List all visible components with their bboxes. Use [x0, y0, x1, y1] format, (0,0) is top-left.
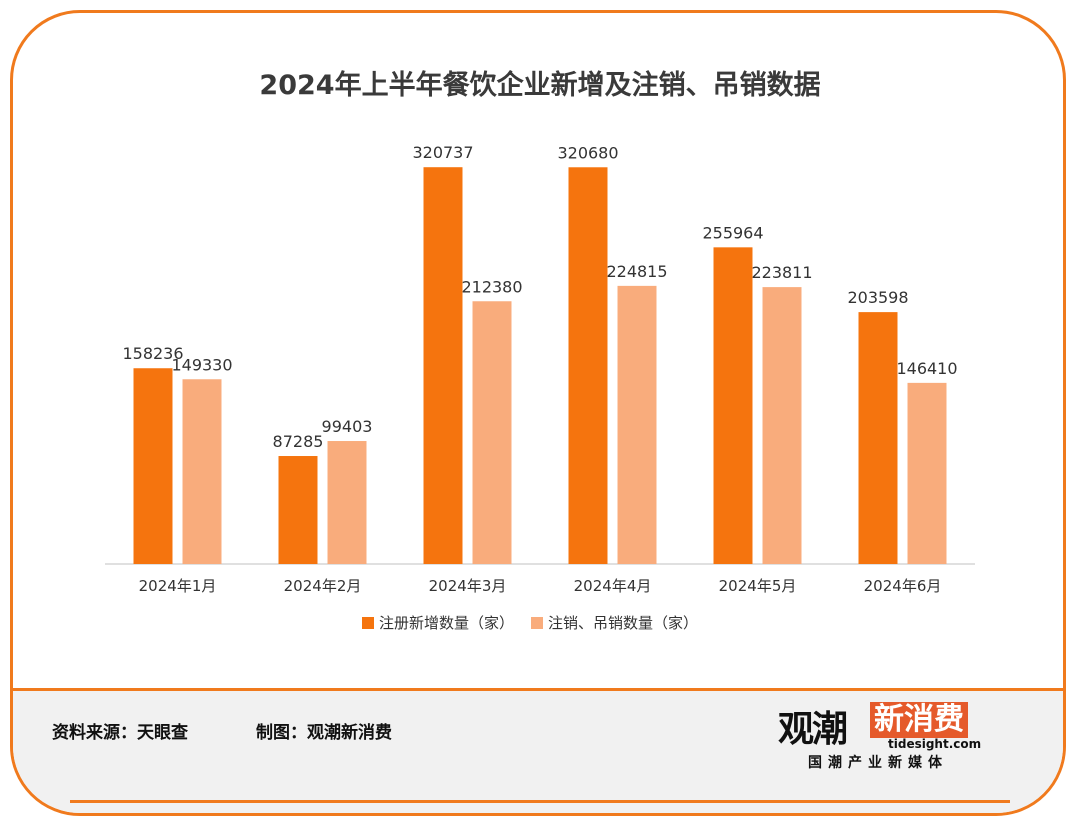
- bar-cancel: [327, 441, 367, 564]
- source-note: 资料来源：天眼查: [52, 723, 188, 743]
- bottom-decor-line: [70, 800, 1010, 803]
- bar-cancel: [762, 287, 802, 564]
- data-label: 146410: [896, 359, 957, 378]
- chart-title: 2024年上半年餐饮企业新增及注销、吊销数据: [259, 69, 820, 101]
- logo-url: tidesight.com: [888, 737, 982, 751]
- credit-note: 制图：观潮新消费: [256, 723, 392, 743]
- data-label: 149330: [171, 355, 232, 374]
- data-label: 223811: [751, 263, 812, 282]
- bar-new: [713, 247, 753, 564]
- bar-cancel: [617, 285, 657, 564]
- logo-tagline: 国潮产业新媒体: [808, 755, 948, 771]
- logo-brand-text: 观潮: [778, 709, 848, 750]
- bar-new: [568, 167, 608, 565]
- category-label: 2024年5月: [719, 577, 797, 595]
- bar-new: [423, 167, 463, 564]
- data-label: 87285: [273, 432, 324, 451]
- bar-cancel: [907, 382, 947, 564]
- data-label: 212380: [461, 277, 522, 296]
- bar-cancel: [182, 379, 222, 564]
- data-label: 224815: [606, 262, 667, 281]
- bar-new: [133, 368, 173, 564]
- category-label: 2024年6月: [864, 577, 942, 595]
- category-label: 2024年3月: [429, 577, 507, 595]
- category-label: 2024年4月: [574, 577, 652, 595]
- legend-swatch: [362, 617, 374, 629]
- bar-new: [278, 456, 318, 564]
- data-label: 255964: [702, 223, 763, 242]
- data-label: 203598: [847, 288, 908, 307]
- data-label: 158236: [122, 344, 183, 363]
- bar-cancel: [472, 301, 512, 564]
- bar-new: [858, 312, 898, 564]
- legend-label: 注销、吊销数量（家）: [548, 614, 698, 632]
- data-label: 320737: [412, 143, 473, 162]
- category-label: 2024年2月: [284, 577, 362, 595]
- brand-logo: 观潮 新消费 tidesight.com 国潮产业新媒体: [778, 700, 1008, 771]
- data-label: 320680: [557, 143, 618, 162]
- legend-label: 注册新增数量（家）: [379, 614, 514, 632]
- category-label: 2024年1月: [139, 577, 217, 595]
- legend-swatch: [531, 617, 543, 629]
- logo-name-text: 新消费: [870, 702, 968, 738]
- data-label: 99403: [322, 417, 373, 436]
